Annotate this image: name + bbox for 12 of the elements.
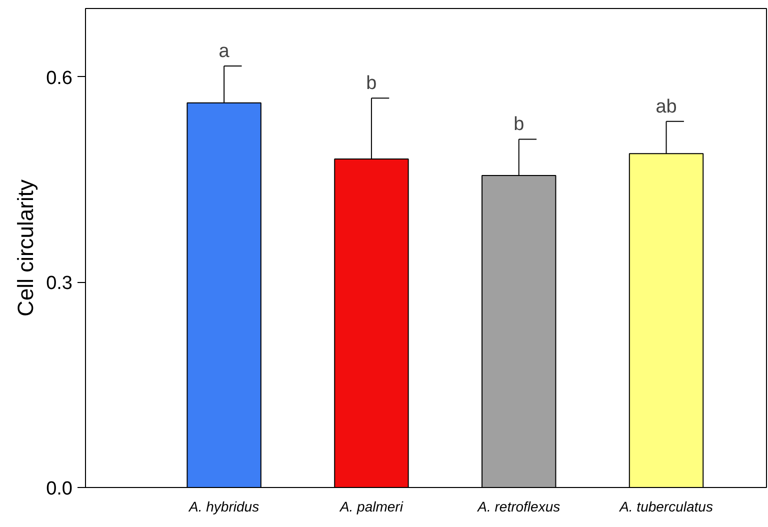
- annotation: b: [366, 73, 377, 94]
- x-tick-label: A. tuberculatus: [618, 498, 713, 514]
- annotation: ab: [656, 96, 677, 118]
- y-tick-label: 0.3: [46, 273, 73, 294]
- annotation: b: [514, 114, 524, 136]
- y-tick-label: 0.6: [46, 68, 73, 89]
- x-tick-label: A. palmeri: [338, 498, 404, 514]
- y-tick-label: 0.0: [46, 478, 73, 500]
- x-tick-label: A. retroflexus: [476, 498, 560, 514]
- annotation: a: [218, 40, 230, 62]
- x-tick-label: A. hybridus: [188, 498, 260, 514]
- y-axis-title: Cell circularity: [13, 180, 38, 316]
